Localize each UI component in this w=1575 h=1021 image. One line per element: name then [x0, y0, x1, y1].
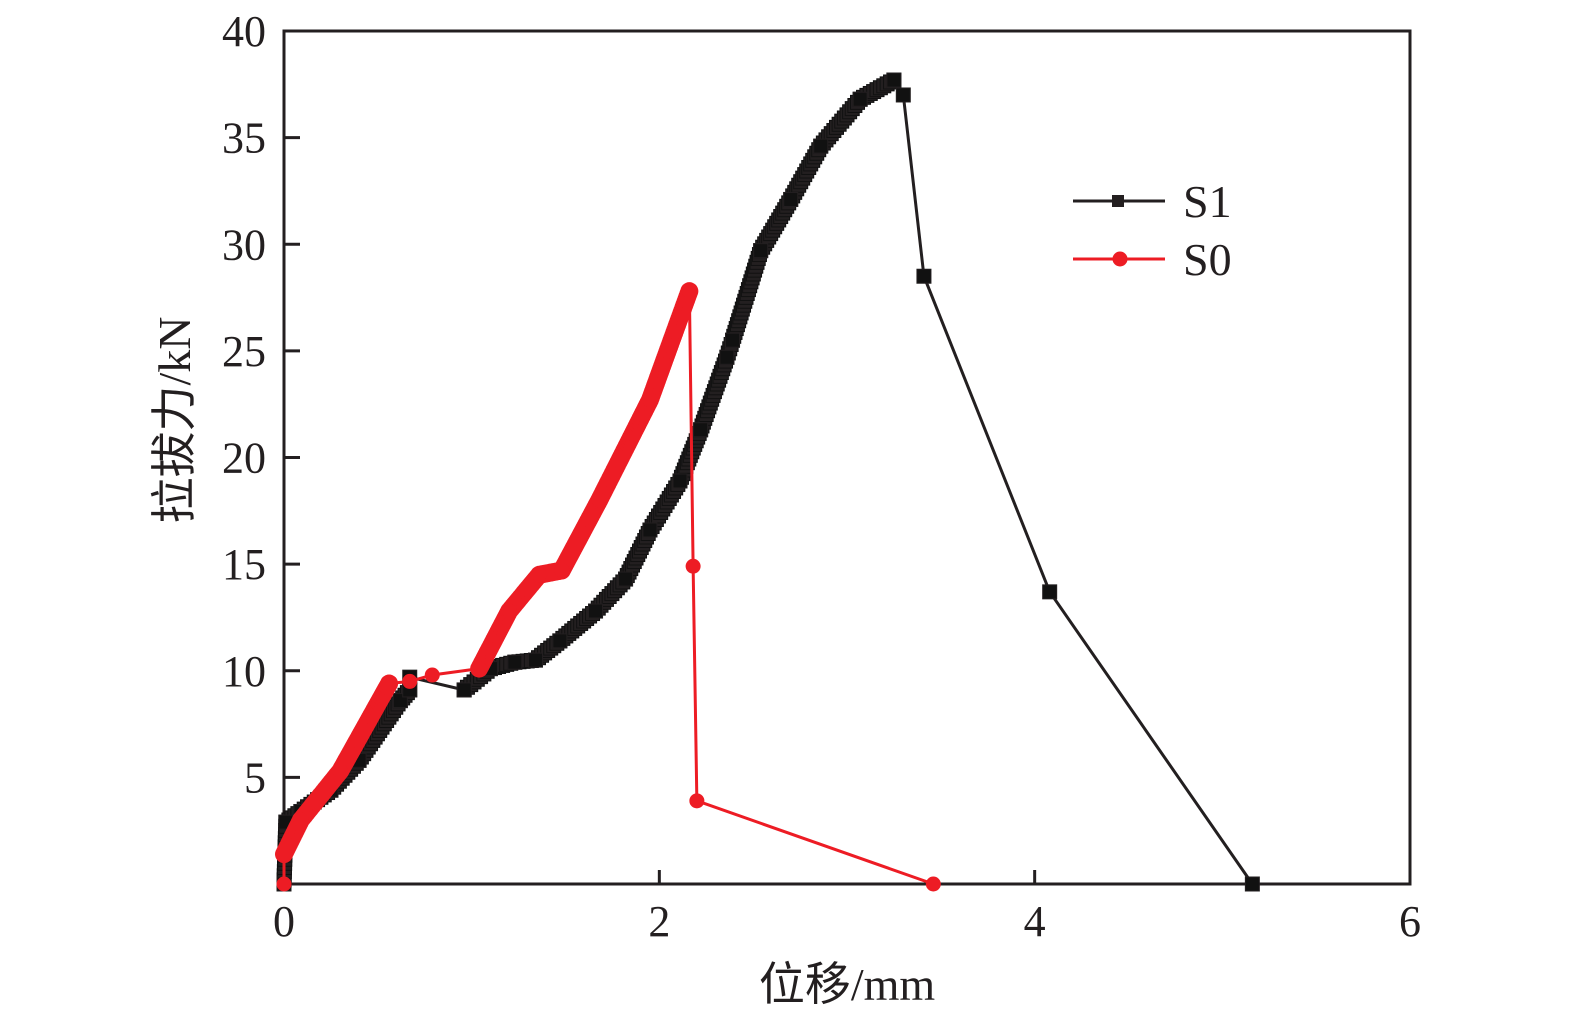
data-point-s1 [672, 473, 688, 489]
data-point-s1 [618, 571, 634, 587]
plot-area-border [282, 29, 1412, 886]
x-axis-title: 位移/mm [759, 959, 936, 1010]
data-point-s0 [501, 603, 517, 619]
y-axis-ticks: 5 10 15 20 25 30 35 40 [222, 7, 300, 802]
x-tick-label: 4 [1024, 897, 1046, 946]
data-point-s1 [753, 243, 769, 259]
legend-label-s0: S0 [1183, 234, 1232, 285]
y-tick-label: 15 [222, 540, 266, 589]
data-point-s1 [895, 87, 911, 103]
data-point-s0 [402, 673, 418, 689]
data-point-s0 [276, 846, 292, 862]
y-tick-label: 25 [222, 327, 266, 376]
plot-frame [282, 29, 1412, 886]
data-point-s0 [554, 563, 570, 579]
y-axis-title: 拉拔力/kN [149, 317, 200, 524]
data-point-s0 [293, 812, 309, 828]
x-tick-label: 0 [273, 897, 295, 946]
x-tick-label: 2 [648, 897, 670, 946]
data-point-s1 [693, 422, 709, 438]
legend-entry-s1: S1 [1073, 176, 1232, 227]
data-point-s0 [591, 492, 607, 508]
data-point-s1 [886, 72, 902, 88]
data-point-s1 [916, 268, 932, 284]
legend-marker-s0 [1112, 251, 1128, 267]
y-tick-label: 35 [222, 114, 266, 163]
data-point-s0 [332, 763, 348, 779]
data-point-s1 [719, 349, 735, 365]
y-tick-label: 40 [222, 7, 266, 56]
data-point-s1 [552, 633, 568, 649]
data-point-s1 [642, 522, 658, 538]
series-s0 [275, 282, 941, 892]
data-point-s1 [456, 682, 472, 698]
data-point-s0 [381, 676, 397, 692]
data-point-s0 [642, 392, 658, 408]
data-point-s0 [424, 667, 440, 683]
data-point-s0 [925, 876, 941, 892]
legend-label-s1: S1 [1183, 176, 1232, 227]
data-point-s1 [852, 91, 868, 107]
y-tick-label: 5 [244, 753, 266, 802]
y-tick-label: 20 [222, 434, 266, 483]
y-tick-label: 10 [222, 647, 266, 696]
legend: S1 S0 [1073, 176, 1232, 285]
legend-entry-s0: S0 [1073, 234, 1232, 285]
data-point-s1 [783, 191, 799, 207]
data-point-s0 [531, 567, 547, 583]
data-point-s0 [681, 283, 697, 299]
legend-marker-s1 [1112, 195, 1124, 207]
data-point-s0 [471, 661, 487, 677]
data-point-s1 [725, 332, 741, 348]
data-point-s1 [588, 603, 604, 619]
data-point-s1 [507, 654, 523, 670]
data-point-s1 [1244, 876, 1260, 892]
data-point-s0 [685, 558, 701, 574]
data-point-s1 [1042, 584, 1058, 600]
data-point-s1 [527, 652, 543, 668]
data-point-s0 [689, 793, 705, 809]
x-axis-ticks: 0 2 4 6 [273, 870, 1421, 946]
data-point-s1 [813, 138, 829, 154]
series-layer [275, 72, 1260, 892]
data-point-s0 [276, 876, 292, 892]
x-tick-label: 6 [1399, 897, 1421, 946]
y-tick-label: 30 [222, 220, 266, 269]
